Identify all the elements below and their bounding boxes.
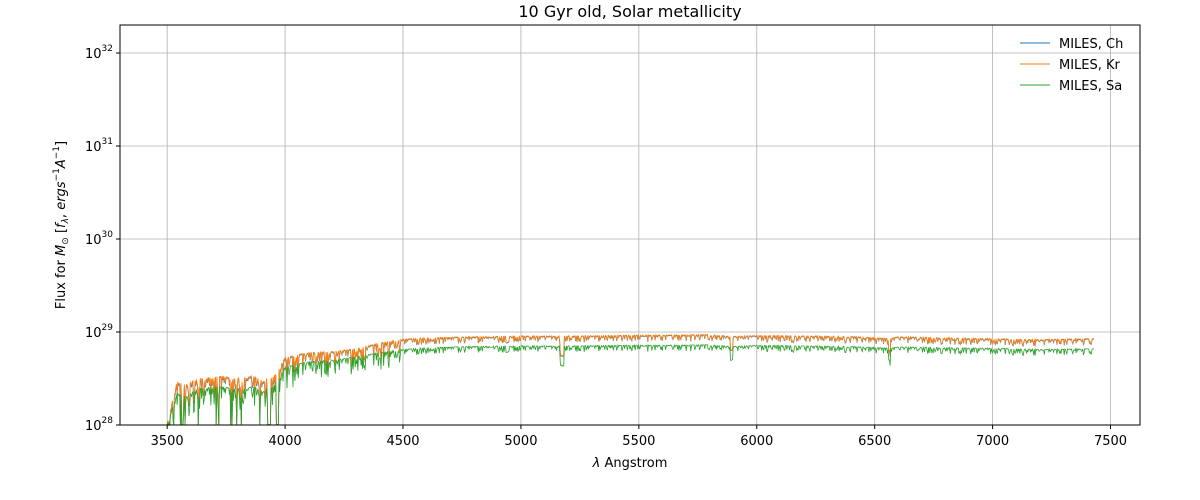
legend-label: MILES, Sa — [1059, 79, 1122, 94]
y-axis-label: Flux for M⊙ [fλ, ergs−1A−1] — [52, 141, 71, 309]
grid — [120, 25, 1140, 426]
x-tick-label: 5500 — [622, 434, 655, 449]
series-line-0 — [166, 333, 1095, 426]
legend: MILES, Ch MILES, Kr MILES, Sa — [1020, 37, 1123, 94]
x-tick-label: 4000 — [269, 434, 302, 449]
x-tick-label: 6000 — [740, 434, 773, 449]
legend-label: MILES, Kr — [1059, 58, 1121, 73]
x-tick-label: 7500 — [1094, 434, 1127, 449]
y-axis: 1028 1029 1030 1031 1032 — [85, 44, 120, 434]
chart-title: 10 Gyr old, Solar metallicity — [518, 2, 741, 21]
y-tick-label: 1032 — [85, 44, 113, 62]
y-tick-label: 1029 — [85, 323, 113, 341]
x-tick-label: 3500 — [151, 434, 184, 449]
y-tick-label: 1028 — [85, 416, 113, 434]
x-axis-label: λ Angstrom — [592, 456, 668, 471]
x-tick-label: 7000 — [976, 434, 1009, 449]
plot-frame — [119, 24, 1141, 426]
x-tick-label: 4500 — [386, 434, 419, 449]
y-tick-label: 1030 — [85, 230, 113, 248]
x-tick-label: 5000 — [504, 434, 537, 449]
y-tick-label: 1031 — [85, 137, 113, 155]
x-tick-label: 6500 — [858, 434, 891, 449]
legend-label: MILES, Ch — [1059, 37, 1123, 52]
x-axis: 3500 4000 4500 5000 5500 6000 6500 7000 7500 — [151, 425, 1127, 449]
series-line-2 — [166, 343, 1095, 427]
series-group — [166, 333, 1095, 427]
